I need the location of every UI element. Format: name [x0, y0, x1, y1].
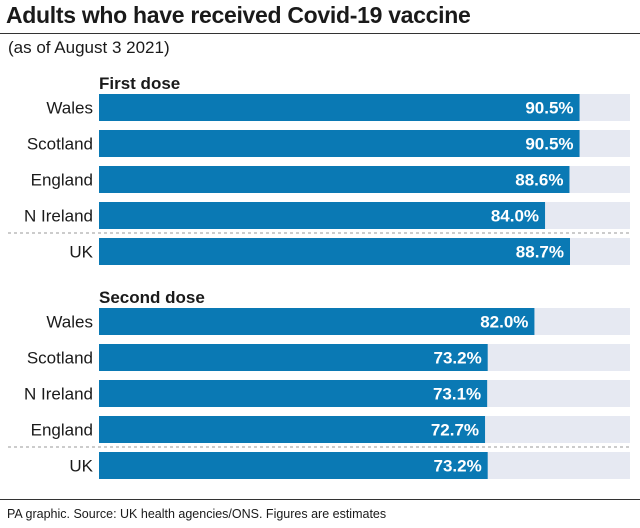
- second-dose-bar-uk: [99, 452, 488, 479]
- source-note: PA graphic. Source: UK health agencies/O…: [7, 507, 387, 521]
- first-dose-bar-n-ireland: [99, 202, 546, 229]
- second-dose-category-label-england: England: [31, 421, 93, 440]
- second-dose-value-label-scotland: 73.2%: [433, 349, 481, 368]
- chart-title: Adults who have received Covid-19 vaccin…: [6, 2, 471, 28]
- first-dose-value-label-scotland: 90.5%: [525, 135, 573, 154]
- first-dose-value-label-wales: 90.5%: [525, 99, 573, 118]
- footer-rule: [0, 499, 640, 500]
- first-dose-bar-scotland: [99, 130, 580, 157]
- second-dose-bar-wales: [99, 308, 535, 335]
- chart-subtitle: (as of August 3 2021): [8, 38, 170, 57]
- first-dose-category-label-wales: Wales: [46, 99, 93, 118]
- second-dose-category-label-uk: UK: [69, 457, 93, 476]
- second-dose-bar-scotland: [99, 344, 488, 371]
- second-dose-value-label-england: 72.7%: [431, 421, 479, 440]
- second-dose-value-label-wales: 82.0%: [480, 313, 528, 332]
- second-dose-category-label-scotland: Scotland: [27, 349, 93, 368]
- second-dose-value-label-uk: 73.2%: [433, 457, 481, 476]
- second-dose-value-label-n-ireland: 73.1%: [433, 385, 481, 404]
- second-dose-category-label-wales: Wales: [46, 313, 93, 332]
- first-dose-value-label-n-ireland: 84.0%: [491, 207, 539, 226]
- first-dose-category-label-uk: UK: [69, 243, 93, 262]
- second-dose-bar-n-ireland: [99, 380, 488, 407]
- second-dose-section-label: Second dose: [99, 288, 205, 307]
- first-dose-category-label-england: England: [31, 171, 93, 190]
- first-dose-bar-wales: [99, 94, 580, 121]
- first-dose-category-label-scotland: Scotland: [27, 135, 93, 154]
- bar-chart: First dose Wales 90.5% Scotland 90.5% England…: [8, 74, 632, 479]
- first-dose-section-label: First dose: [99, 74, 180, 93]
- first-dose-value-label-england: 88.6%: [515, 171, 563, 190]
- second-dose-bar-england: [99, 416, 486, 443]
- second-dose-category-label-n-ireland: N Ireland: [24, 385, 93, 404]
- first-dose-value-label-uk: 88.7%: [516, 243, 564, 262]
- first-dose-bar-england: [99, 166, 570, 193]
- title-rule: [0, 33, 640, 34]
- first-dose-bar-uk: [99, 238, 570, 265]
- first-dose-category-label-n-ireland: N Ireland: [24, 207, 93, 226]
